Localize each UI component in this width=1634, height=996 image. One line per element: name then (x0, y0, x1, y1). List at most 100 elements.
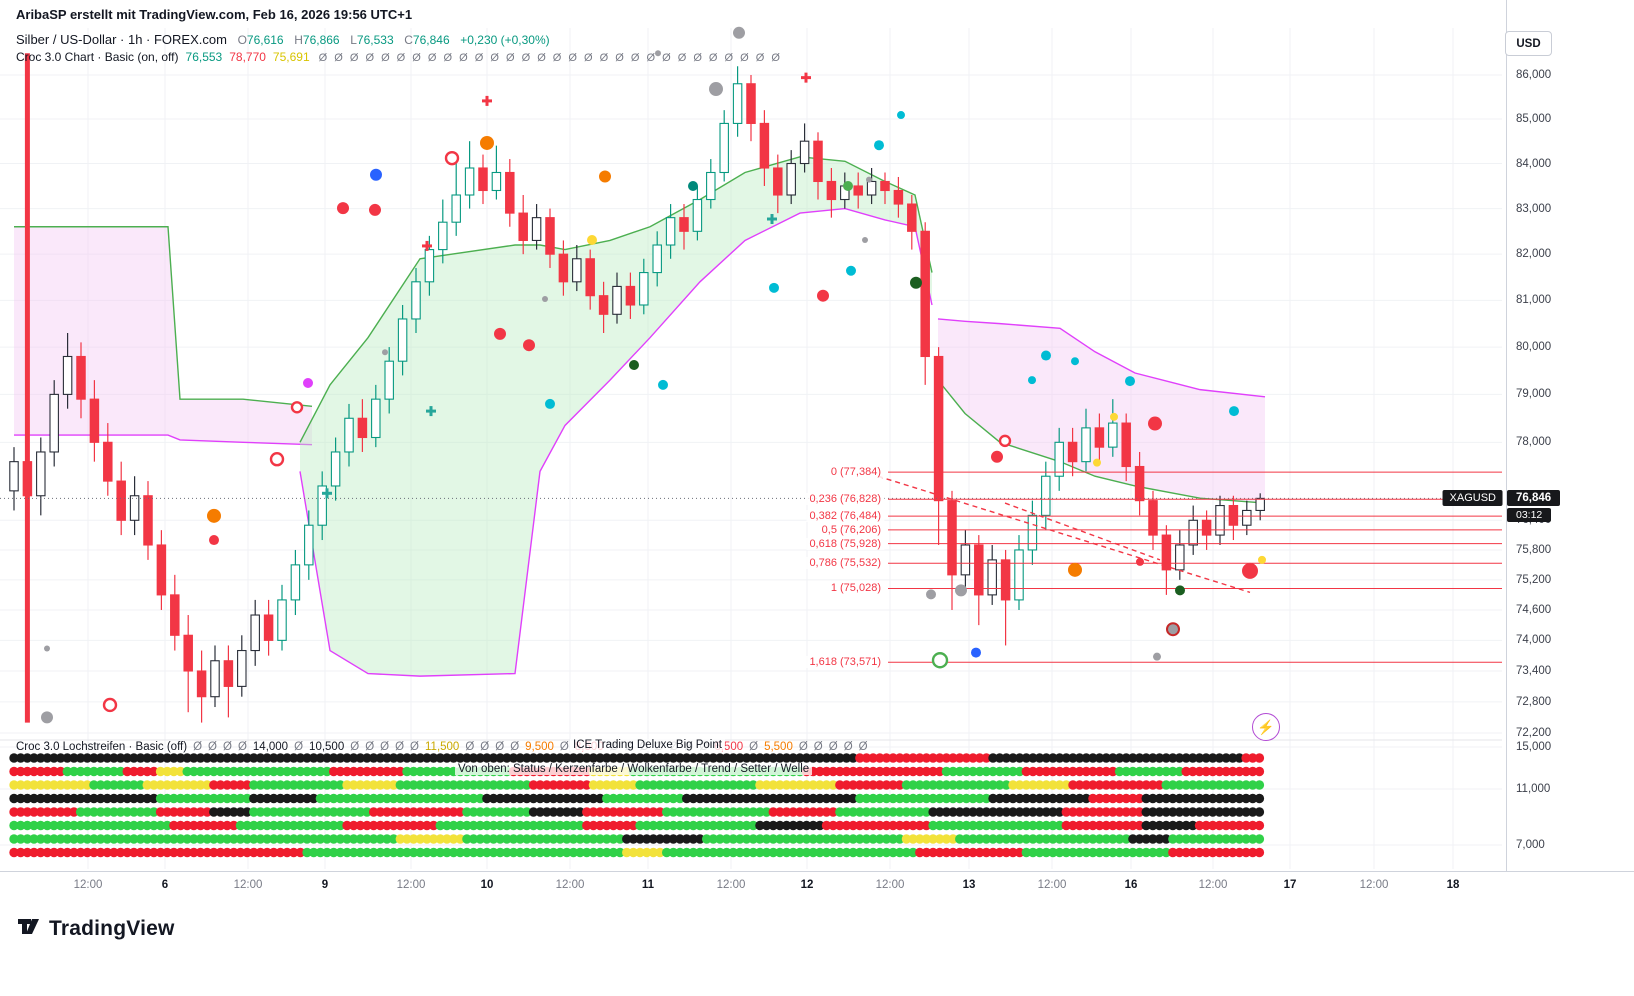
tape-indicator-values: ØØØØ14,000Ø10,500ØØØØØ11,500ØØØØ9,500Ø8,… (187, 741, 868, 753)
tape-dot (795, 780, 805, 790)
tape-dot (948, 780, 958, 790)
tape-dot (289, 793, 299, 804)
candle-body (505, 171, 515, 214)
tape-dot (1001, 834, 1012, 844)
candle-body (1161, 534, 1172, 571)
tape-dot (1161, 834, 1171, 844)
tape-dot (422, 834, 432, 844)
tape-dot (1188, 807, 1198, 817)
tape-dot (502, 847, 512, 858)
candle-body (732, 83, 743, 124)
tape-dot (335, 820, 346, 831)
tape-dot (222, 834, 232, 844)
tape-dot (1121, 766, 1131, 777)
tape-dot (1014, 820, 1025, 831)
indicator-legend[interactable]: Croc 3.0 Chart · Basic (on, off) 76,553 78… (16, 50, 782, 64)
candle-body (49, 393, 59, 453)
tape-dot (708, 807, 718, 817)
tape-dot (368, 793, 379, 804)
tape-dot (1214, 753, 1225, 763)
tape-dot (861, 847, 872, 858)
tape-dot (455, 847, 465, 858)
tape-dot (915, 753, 925, 763)
tape-dot (442, 793, 452, 804)
tape-dot (1128, 834, 1138, 844)
price-axis[interactable]: 86,000 85,000 84,000 83,000 82,000 81,000 80,0… (1506, 0, 1634, 900)
tape-dot (142, 793, 152, 804)
currency-button[interactable]: USD (1505, 31, 1552, 56)
open-value: 76,616 (246, 33, 284, 47)
tape-dot (362, 820, 372, 831)
tape-dot (422, 793, 432, 804)
tradingview-logo[interactable]: TradingView (16, 913, 175, 944)
tape-dot (1154, 780, 1165, 790)
tape-dot (182, 780, 192, 790)
tape-dot (255, 753, 266, 763)
price-axis-label: 86,000 (1516, 69, 1552, 81)
tape-dot (135, 807, 146, 817)
tape-dot (1241, 820, 1251, 831)
tape-dot (562, 834, 572, 844)
candle-body (1081, 427, 1091, 463)
tape-dot (295, 807, 306, 817)
tape-dot (235, 834, 246, 844)
tape-dot (355, 820, 366, 831)
tape-dot (721, 793, 732, 804)
tape-dot (1241, 834, 1251, 844)
tape-dot (928, 820, 938, 831)
tape-dot (642, 807, 652, 817)
tape-dot (175, 766, 186, 777)
tape-dot (855, 753, 865, 763)
lightning-boost-icon[interactable]: ⚡ (1252, 713, 1280, 741)
tape-dot (115, 834, 126, 844)
tape-indicator-token: Ø (858, 741, 868, 753)
candle-body (196, 670, 207, 698)
indicator-value: 76,553 (185, 50, 223, 64)
tape-dot (169, 766, 179, 777)
chart-canvas[interactable] (0, 0, 1506, 871)
cloud-bottom-line (937, 379, 1266, 504)
tape-dot (1181, 793, 1191, 804)
signal-dot (1242, 562, 1258, 579)
tape-dot (895, 753, 905, 763)
tape-dot (855, 793, 865, 804)
tape-dot (1068, 753, 1078, 763)
tape-dot (828, 847, 838, 858)
tape-dot (42, 807, 52, 817)
tape-dot (22, 847, 33, 858)
time-axis[interactable]: 12:00 6 12:00 9 12:00 10 12:00 11 12:00 12 12:00 13… (0, 871, 1634, 901)
tape-dot (935, 820, 945, 831)
tape-dot (215, 753, 226, 763)
tape-dot (582, 847, 592, 858)
tape-dot (1248, 807, 1258, 817)
tape-dot (1188, 834, 1198, 844)
tape-dot (1228, 807, 1238, 817)
tape-dot (95, 834, 106, 844)
tape-dot (35, 780, 46, 790)
tape-dot (155, 847, 166, 858)
tape-dot (841, 753, 852, 763)
tape-dot (282, 753, 292, 763)
symbol-legend[interactable]: Silber / US-Dollar · 1h · FOREX.com O76,… (16, 32, 550, 47)
tape-dot (495, 753, 505, 763)
tape-dot (1041, 753, 1052, 763)
tape-dot (528, 834, 539, 844)
tape-dot (1194, 807, 1205, 817)
tape-indicator-legend[interactable]: Croc 3.0 Lochstreifen · Basic (off) Ø Ø Ø Ø 1… (16, 741, 868, 753)
tape-dot (149, 847, 159, 858)
tape-dot (1028, 753, 1038, 763)
tape-dot (955, 793, 965, 804)
tape-dot (468, 847, 479, 858)
candle-body (371, 398, 381, 439)
tape-dot (555, 753, 565, 763)
tape-dot (1088, 753, 1098, 763)
tape-dot (482, 793, 492, 804)
tape-dot (735, 793, 745, 804)
tape-indicator-token: Ø (495, 741, 505, 753)
tape-dot (681, 847, 692, 858)
tape-dot (1074, 780, 1085, 790)
tape-dot (795, 753, 805, 763)
tape-dot (881, 820, 892, 831)
fib-level-label: 0,236 (76,828) (806, 493, 884, 506)
tape-dot (1168, 820, 1178, 831)
